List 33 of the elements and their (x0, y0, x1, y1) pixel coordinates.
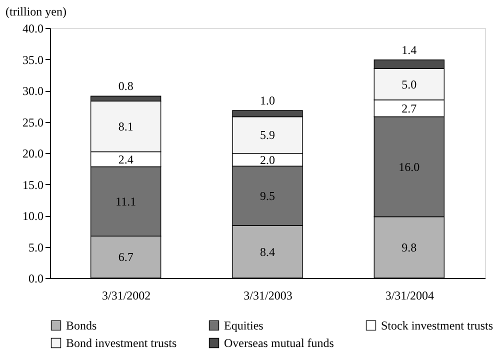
data-label: 8.1 (118, 119, 134, 134)
data-label: 0.8 (118, 79, 134, 94)
legend-label: Stock investment trusts (381, 318, 494, 332)
y-tick-label: 10.0 (22, 209, 44, 223)
legend-label: Bond investment trusts (66, 336, 177, 350)
data-label: 2.0 (260, 152, 275, 167)
data-label: 9.5 (260, 188, 275, 203)
legend-label: Equities (224, 318, 264, 332)
y-tick-label: 40.0 (22, 22, 44, 36)
y-tick-label: 15.0 (22, 178, 44, 192)
data-label: 16.0 (398, 160, 420, 174)
x-tick-label: 3/31/2004 (385, 288, 434, 302)
y-tick-label: 5.0 (28, 240, 44, 254)
y-tick-label: 35.0 (22, 52, 44, 67)
data-label: 2.7 (402, 101, 417, 116)
y-tick-label: 0.0 (28, 272, 44, 286)
x-tick-label: 3/31/2003 (244, 288, 292, 302)
x-tick-label: 3/31/2002 (102, 288, 151, 302)
data-label: 11.1 (116, 194, 136, 208)
y-axis-title: (trillion yen) (6, 4, 66, 18)
data-label: 1.0 (260, 94, 275, 108)
data-label: 1.4 (402, 42, 417, 57)
y-tick-label: 20.0 (22, 146, 44, 160)
data-label: 9.8 (402, 240, 417, 254)
legend-label: Overseas mutual funds (224, 336, 334, 350)
legend-label: Bonds (66, 318, 98, 332)
data-label: 6.7 (118, 250, 134, 264)
data-label: 5.0 (402, 77, 417, 92)
data-label: 2.4 (118, 152, 134, 166)
data-label: 8.4 (260, 244, 275, 259)
y-tick-label: 30.0 (22, 84, 44, 98)
y-tick-label: 25.0 (22, 115, 44, 130)
data-label: 5.9 (260, 128, 275, 142)
